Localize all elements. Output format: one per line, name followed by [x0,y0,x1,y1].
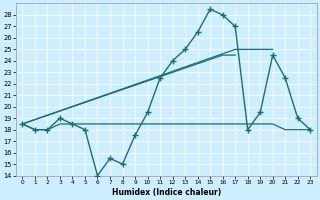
X-axis label: Humidex (Indice chaleur): Humidex (Indice chaleur) [112,188,221,197]
